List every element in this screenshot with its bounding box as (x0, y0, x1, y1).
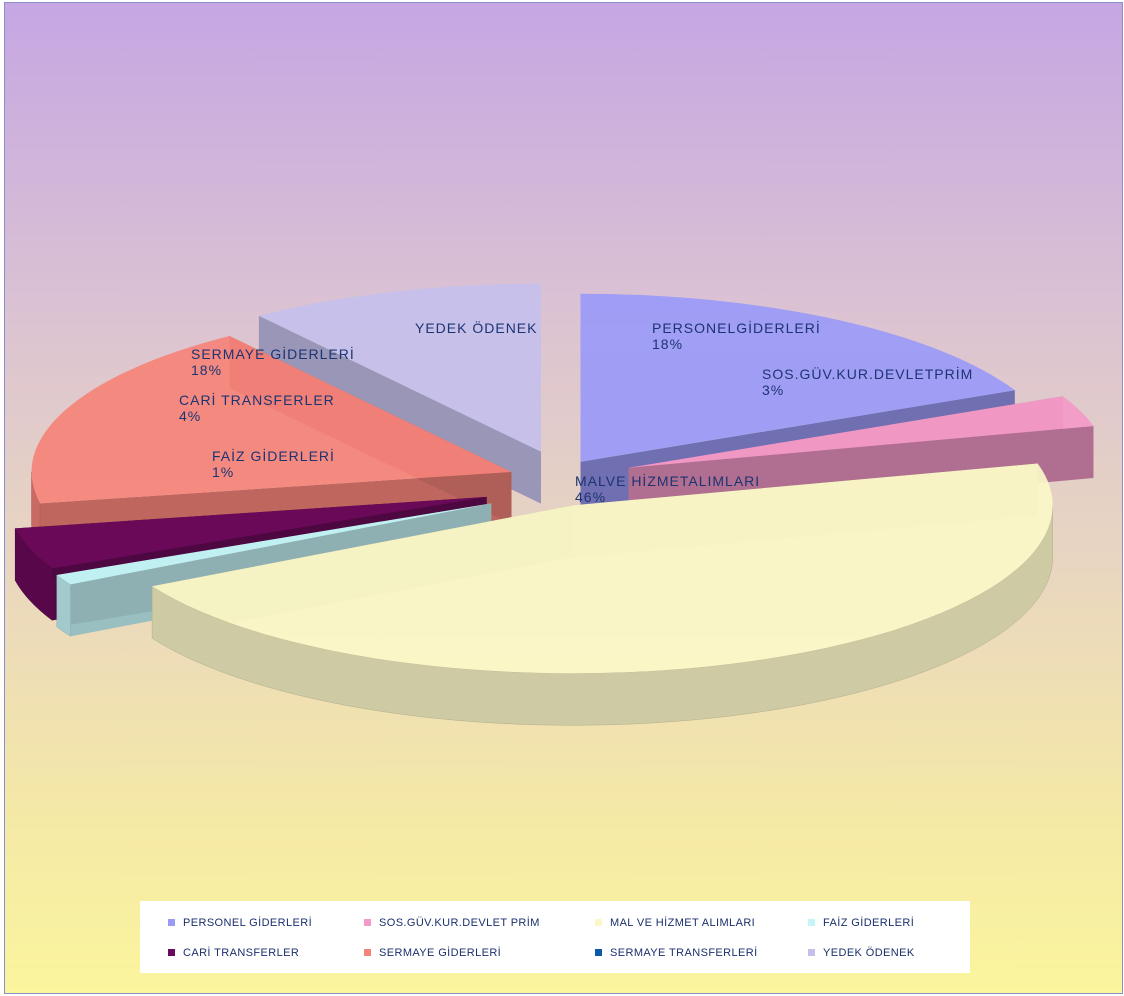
slice-label-yedek-odenek: YEDEK ÖDENEK (415, 320, 537, 336)
legend-label: SOS.GÜV.KUR.DEVLET PRİM (379, 917, 540, 929)
pie-slice-top (152, 463, 1053, 674)
slice-name: SOS.GÜV.KUR.DEVLETPRİM (762, 366, 974, 382)
slice-name: SERMAYE GİDERLERİ (191, 346, 355, 362)
slice-percent: 3% (762, 382, 785, 398)
legend-swatch (595, 948, 602, 956)
slice-label-faiz-giderleri: FAİZ GİDERLERİ 1% (212, 448, 335, 480)
pie-slice-top (56, 503, 492, 585)
slice-name: PERSONELGİDERLERİ (652, 320, 821, 336)
legend-swatch (168, 948, 175, 956)
legend-item: SOS.GÜV.KUR.DEVLET PRİM (364, 916, 540, 930)
pie-slice-top (628, 396, 1094, 468)
legend-item: CARİ TRANSFERLER (168, 946, 299, 960)
legend-label: FAİZ GİDERLERİ (823, 917, 915, 929)
slice-label-mal-ve-hizmet: MALVE HİZMETALIMLARI 46% (575, 473, 760, 505)
slice-percent: 18% (652, 336, 684, 352)
pie-slice-side-wall (15, 496, 487, 581)
legend-swatch (364, 918, 371, 926)
slice-percent: 18% (191, 362, 223, 378)
pie-slice-top (258, 283, 542, 452)
legend-item: MAL VE HİZMET ALIMLARI (595, 916, 755, 930)
legend-swatch (808, 948, 815, 956)
chart-legend: PERSONEL GİDERLERİ SOS.GÜV.KUR.DEVLET PR… (140, 901, 970, 973)
slice-name: YEDEK ÖDENEK (415, 320, 538, 336)
pie-slice-outer-wall (56, 574, 71, 637)
legend-item: FAİZ GİDERLERİ (808, 916, 914, 930)
slice-label-personel-giderleri: PERSONELGİDERLERİ 18% (652, 320, 821, 352)
legend-item: YEDEK ÖDENEK (808, 946, 915, 960)
legend-swatch (595, 918, 602, 926)
legend-label: PERSONEL GİDERLERİ (183, 917, 313, 929)
legend-label: YEDEK ÖDENEK (823, 947, 915, 959)
legend-swatch (364, 948, 371, 956)
slice-percent: 46% (575, 489, 607, 505)
pie-slice-top (580, 293, 1015, 462)
legend-swatch (808, 918, 815, 926)
pie-chart (14, 283, 1094, 726)
legend-swatch (168, 918, 175, 926)
slice-name: MALVE HİZMETALIMLARI (575, 473, 761, 489)
pie-slice (151, 463, 1053, 726)
chart-area: PERSONELGİDERLERİ 18% SOS.GÜV.KUR.DEVLET… (4, 2, 1123, 994)
legend-label: SERMAYE GİDERLERİ (379, 947, 502, 959)
slice-name: CARİ TRANSFERLER (179, 392, 335, 408)
slice-percent: 1% (212, 464, 235, 480)
legend-item: PERSONEL GİDERLERİ (168, 916, 312, 930)
legend-item: SERMAYE TRANSFERLERİ (595, 946, 758, 960)
slice-label-cari-transferler: CARİ TRANSFERLER 4% (179, 392, 335, 424)
legend-label: SERMAYE TRANSFERLERİ (610, 947, 758, 959)
legend-label: CARİ TRANSFERLER (183, 947, 300, 959)
legend-label: MAL VE HİZMET ALIMLARI (610, 917, 756, 929)
slice-label-sermaye-giderleri: SERMAYE GİDERLERİ 18% (191, 346, 355, 378)
slice-label-sos-guv-kur: SOS.GÜV.KUR.DEVLETPRİM 3% (762, 366, 973, 398)
pie-slice-top (15, 496, 487, 569)
slice-percent: 4% (179, 408, 202, 424)
pie-slice-top (31, 336, 512, 504)
legend-item: SERMAYE GİDERLERİ (364, 946, 501, 960)
slice-name: FAİZ GİDERLERİ (212, 448, 335, 464)
